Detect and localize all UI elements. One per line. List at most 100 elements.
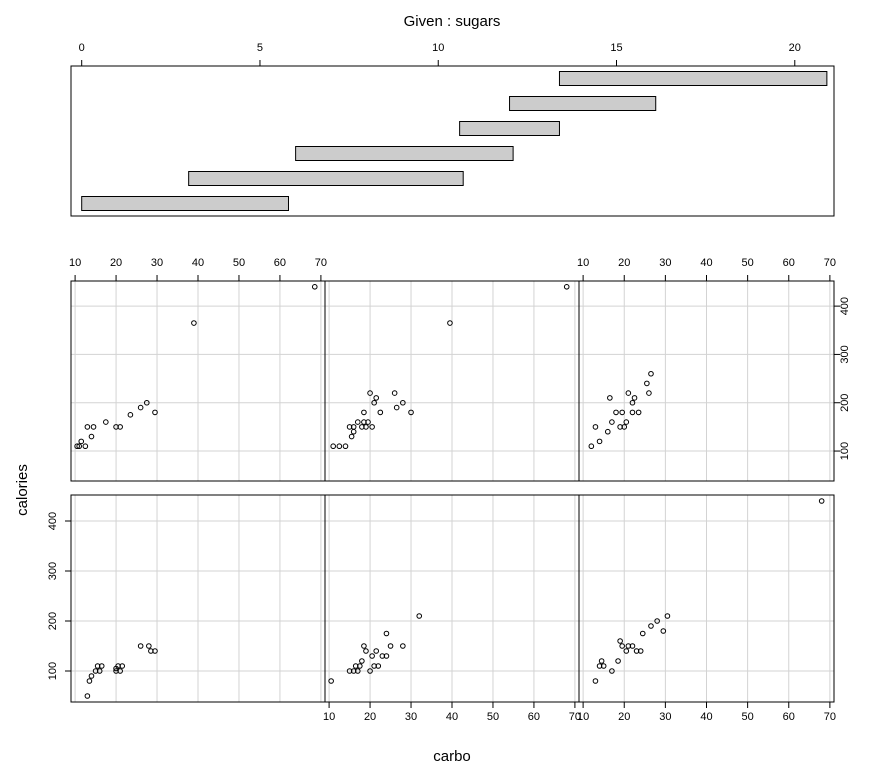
x-tick-label: 50	[742, 711, 754, 723]
x-tick-label: 70	[824, 257, 836, 269]
data-point	[82, 443, 89, 450]
data-point	[336, 443, 343, 450]
data-point	[78, 438, 85, 445]
x-tick-label: 60	[528, 711, 540, 723]
data-point	[96, 668, 103, 674]
data-point	[596, 438, 603, 445]
data-point	[660, 628, 667, 634]
data-point	[637, 648, 644, 654]
given-interval-bar	[509, 96, 657, 111]
data-point	[371, 399, 377, 406]
x-tick-label: 50	[487, 711, 499, 723]
data-point	[383, 653, 390, 659]
data-point	[563, 283, 570, 290]
data-point	[117, 424, 123, 430]
y-tick-label: 100	[47, 662, 59, 680]
data-point	[383, 630, 390, 637]
data-point	[92, 668, 99, 674]
x-tick-label: 20	[110, 257, 122, 269]
data-point	[373, 648, 380, 654]
x-tick-label: 30	[151, 257, 163, 269]
y-tick-label: 100	[839, 442, 851, 460]
given-tick-label: 15	[610, 42, 622, 54]
y-tick-label: 300	[839, 345, 851, 363]
x-tick-label: 10	[323, 711, 335, 723]
data-point	[367, 390, 373, 396]
data-point	[588, 443, 595, 450]
data-point	[379, 653, 386, 659]
data-point	[400, 399, 406, 406]
data-point	[416, 613, 423, 619]
data-point	[103, 419, 109, 425]
data-point	[629, 643, 636, 649]
data-point	[635, 409, 642, 416]
x-tick-label: 30	[659, 257, 671, 269]
data-point	[371, 663, 377, 669]
data-point	[346, 424, 353, 430]
given-interval-bar	[459, 121, 560, 136]
x-tick-label: 30	[659, 711, 671, 723]
data-point	[654, 618, 660, 624]
x-tick-label: 20	[618, 257, 630, 269]
y-tick-label: 400	[839, 297, 851, 315]
data-point	[88, 433, 95, 440]
data-point	[361, 419, 367, 425]
data-point	[400, 643, 406, 649]
data-point	[598, 658, 605, 664]
x-tick-label: 70	[315, 257, 327, 269]
data-point	[90, 424, 97, 430]
data-point	[146, 643, 152, 649]
data-point	[113, 424, 119, 430]
given-tick-label: 10	[432, 42, 444, 54]
data-point	[818, 498, 825, 504]
data-point	[646, 390, 652, 396]
data-point	[615, 658, 621, 664]
given-tick-label: 0	[79, 42, 85, 54]
data-point	[621, 424, 628, 430]
given-title: Given : sugars	[404, 13, 501, 30]
data-point	[342, 443, 349, 450]
data-point	[348, 433, 355, 440]
data-point	[113, 668, 119, 674]
data-point	[328, 678, 334, 684]
data-point	[152, 648, 158, 654]
data-point	[592, 424, 599, 430]
x-tick-label: 30	[405, 711, 417, 723]
data-point	[393, 404, 400, 411]
data-point	[350, 424, 357, 430]
x-tick-label: 50	[233, 257, 245, 269]
data-point	[361, 643, 367, 649]
data-point	[363, 648, 369, 654]
data-point	[143, 399, 150, 406]
data-point	[369, 653, 375, 659]
x-tick-label: 40	[446, 711, 458, 723]
data-point	[623, 419, 630, 425]
y-axis-label: calories	[14, 464, 31, 516]
data-point	[664, 613, 671, 619]
data-point	[623, 648, 630, 654]
data-point	[115, 663, 121, 669]
data-point	[600, 663, 607, 669]
data-point	[137, 404, 144, 411]
data-point	[377, 409, 384, 416]
given-interval-bar	[188, 171, 464, 186]
data-point	[350, 428, 357, 435]
x-tick-label: 60	[783, 257, 795, 269]
data-point	[387, 643, 394, 649]
data-point	[311, 283, 318, 290]
x-axis-label: carbo	[433, 748, 471, 765]
given-tick-label: 5	[257, 42, 263, 54]
data-point	[84, 424, 91, 430]
x-tick-label: 70	[569, 711, 581, 723]
x-tick-label: 50	[742, 257, 754, 269]
data-point	[373, 395, 380, 401]
data-point	[88, 673, 95, 679]
data-point	[74, 443, 80, 450]
x-tick-label: 40	[700, 257, 712, 269]
data-point	[346, 668, 353, 674]
data-point	[354, 419, 361, 425]
x-tick-label: 60	[274, 257, 286, 269]
data-point	[619, 409, 625, 416]
given-panel: 0 5 10 15 20	[70, 42, 835, 217]
